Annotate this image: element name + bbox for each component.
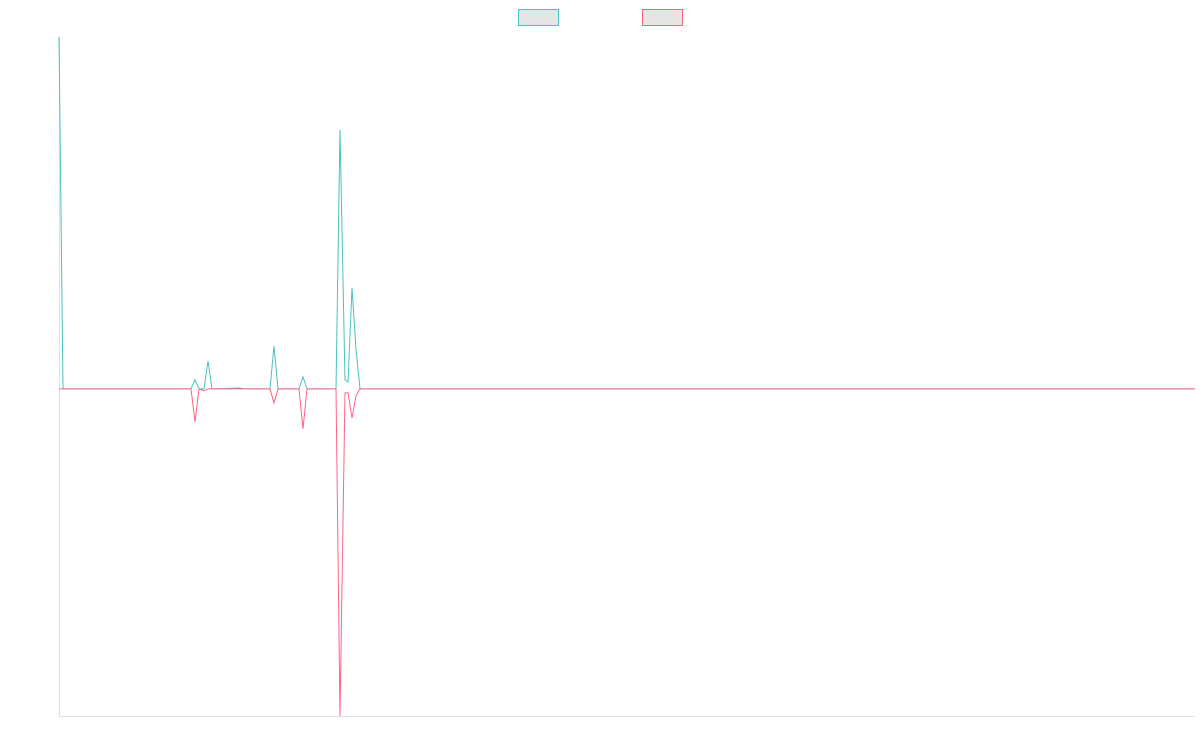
legend-swatch[interactable]: [518, 9, 559, 26]
series-line: [58, 36, 1195, 390]
legend-swatch[interactable]: [642, 9, 683, 26]
series-line: [59, 388, 1195, 717]
